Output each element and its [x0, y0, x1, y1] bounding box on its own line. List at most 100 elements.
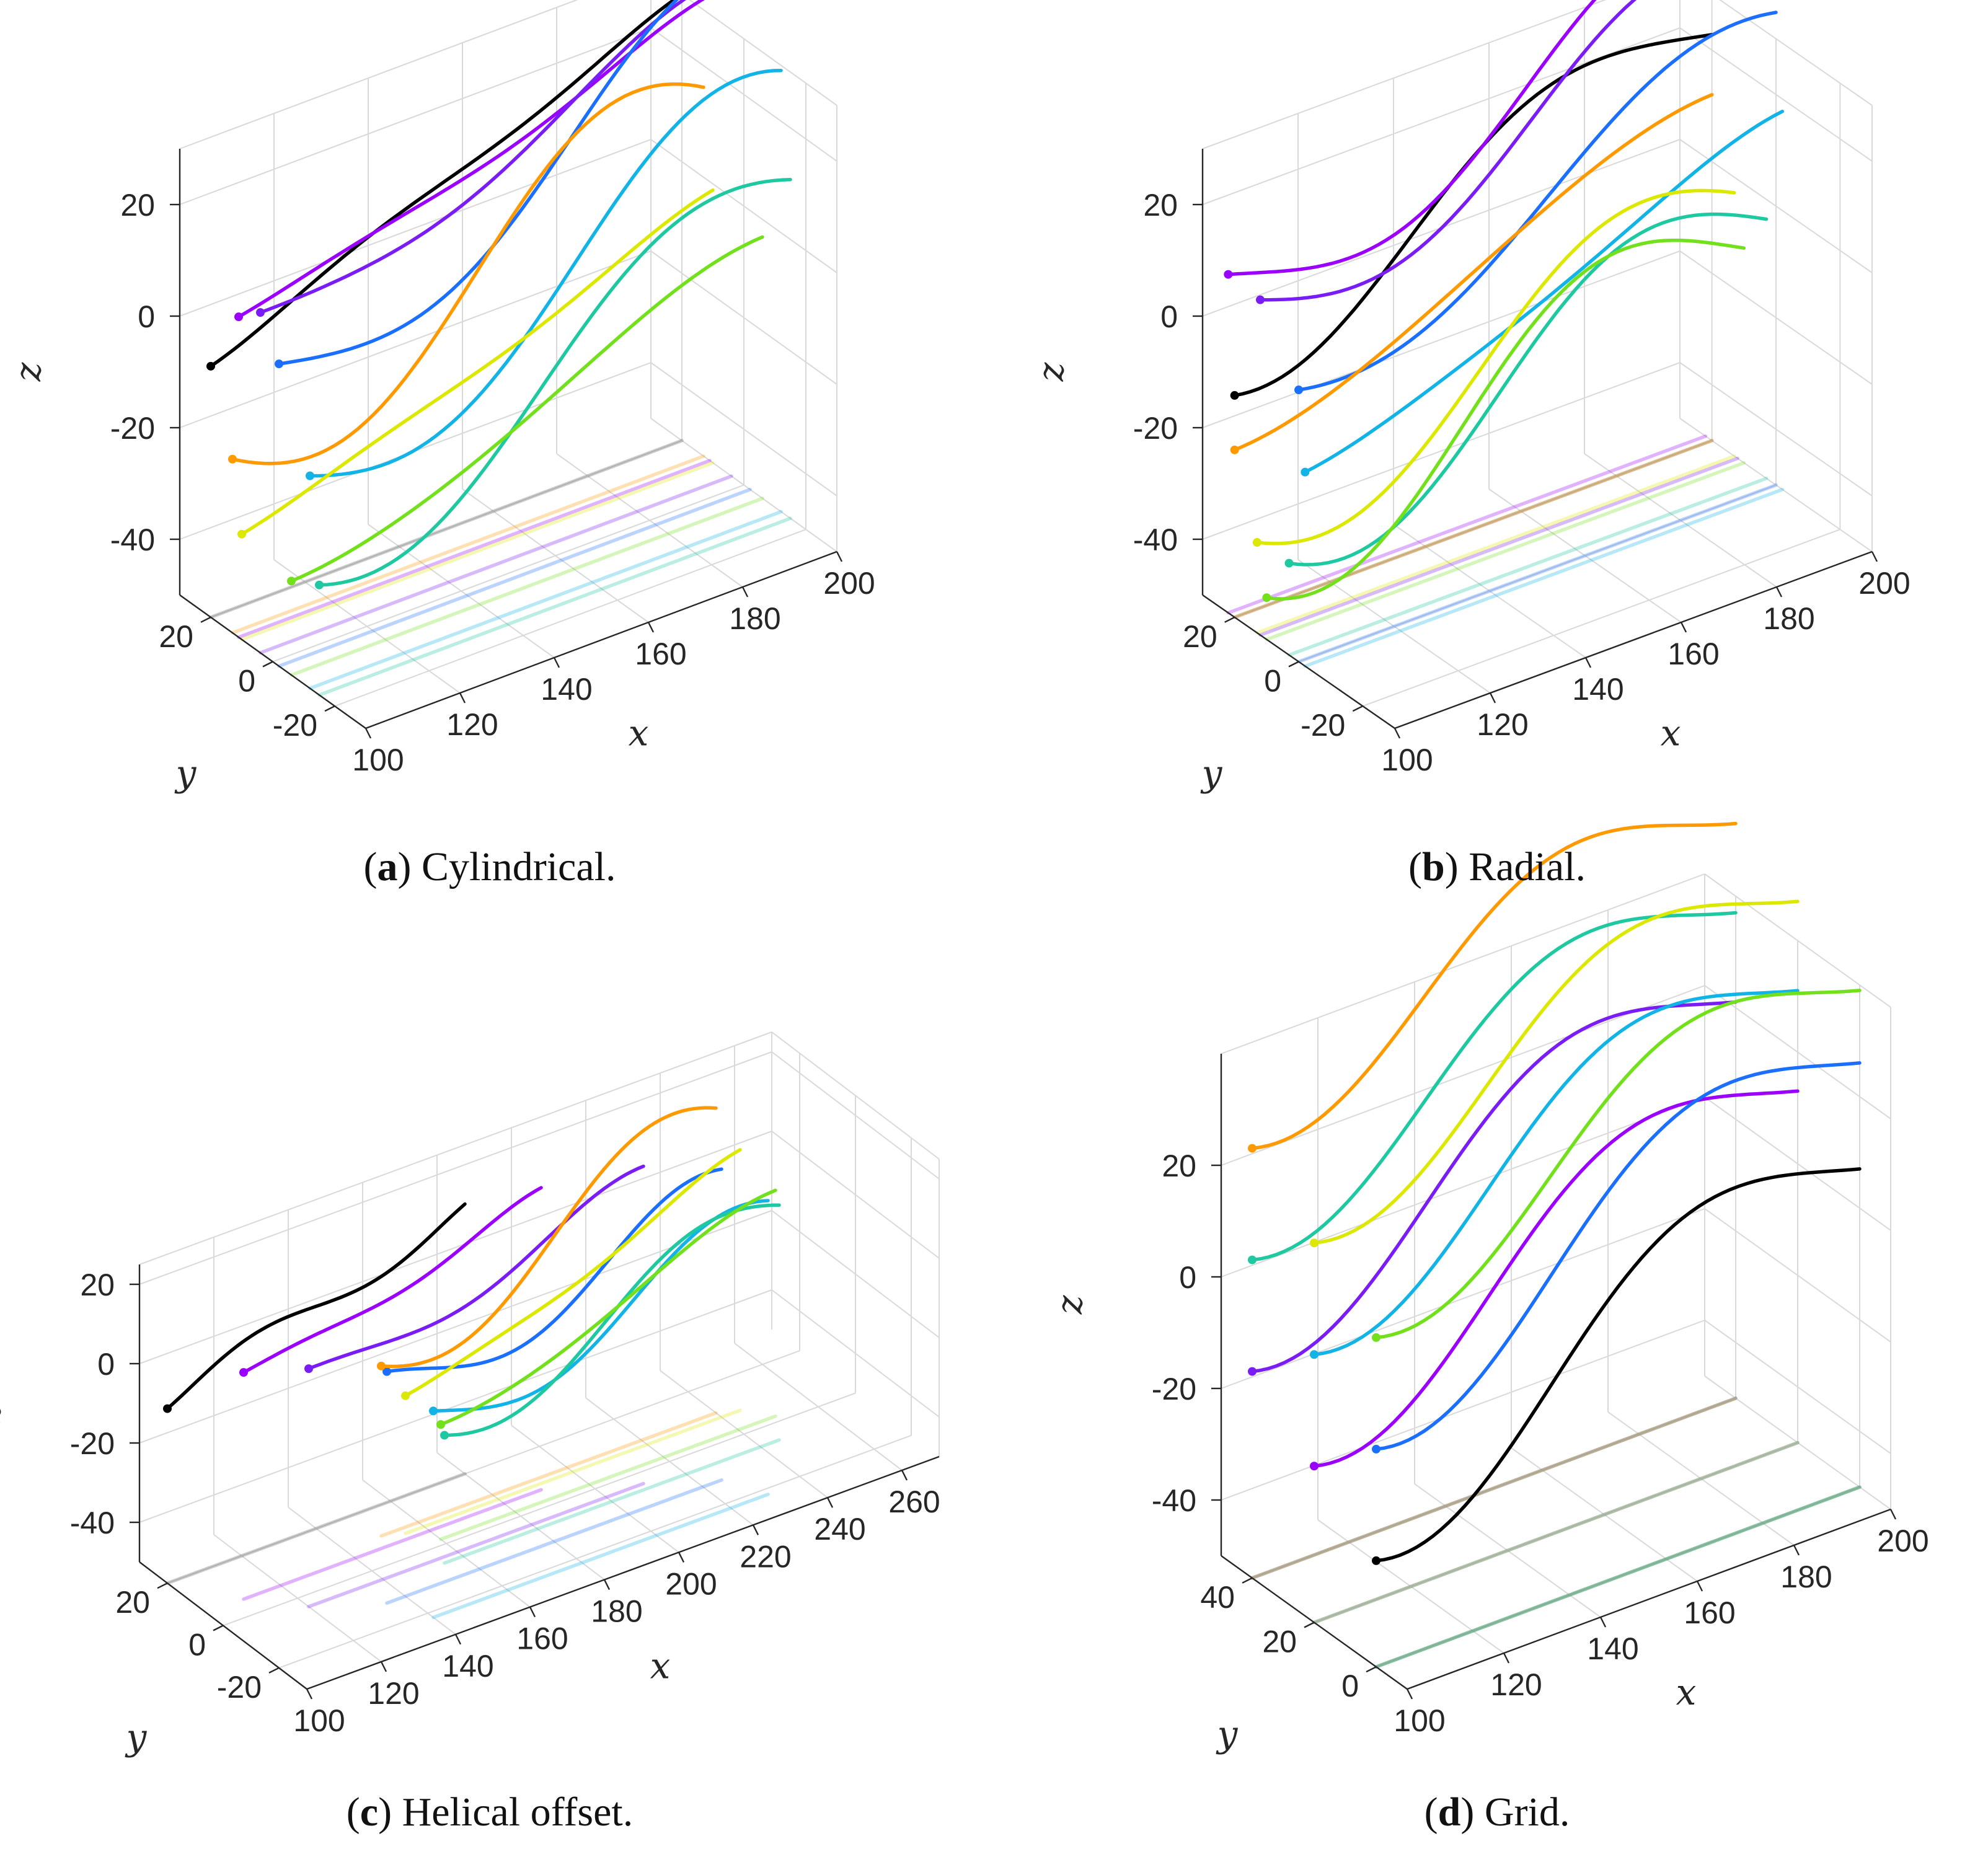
panel-c-x-tick-label: 220 — [740, 1539, 791, 1574]
panel-c-x-tick-label: 100 — [293, 1703, 345, 1738]
panel-b-x-tick-mark — [1584, 657, 1592, 668]
panel-b-x-tick-label: 120 — [1477, 707, 1528, 742]
panel-d-shadow-c2 — [1250, 1396, 1738, 1580]
panel-a-x-tick-label: 180 — [729, 601, 780, 636]
panel-b-y-tick-label: 20 — [1183, 619, 1217, 654]
panel-a-series-start-c4 — [228, 454, 237, 464]
panel-a-grid-floor-y — [334, 529, 806, 707]
panel-c-grid-back-z — [139, 1131, 772, 1364]
panel-c-shadow-c5 — [431, 1493, 770, 1620]
panel-b-series-c7 — [1287, 212, 1769, 567]
panel-d-x-tick-mark — [1696, 1581, 1703, 1592]
panel-c-grid-floor-y — [278, 1434, 912, 1669]
panel-c-x-tick-label: 240 — [814, 1512, 865, 1547]
panel-b-series-c3 — [1297, 11, 1778, 392]
panel-a-z-tick-label: 0 — [138, 299, 155, 334]
panel-d-series-start-c1 — [1310, 1462, 1319, 1471]
panel-c-x-tick-label: 180 — [591, 1594, 642, 1629]
panel-a-grid-floor-y — [272, 484, 744, 663]
panel-d-x-tick-mark — [1599, 1617, 1607, 1628]
panel-a-series-c7 — [317, 177, 792, 587]
panel-d-letter: d — [1438, 1789, 1461, 1835]
panel-d-series-start-c3 — [1372, 1444, 1381, 1454]
panel-b-x-axis — [1394, 550, 1873, 730]
panel-a-grid-side-z — [650, 139, 837, 273]
panel-b-title: Radial. — [1469, 844, 1586, 889]
panel-c-series-reference — [166, 1202, 467, 1411]
panel-a-grid-side-z — [650, 362, 837, 496]
panel-a-series-start-c5 — [306, 471, 314, 480]
panel-b-y-tick-mark — [1352, 705, 1363, 712]
panel-a-series-c8 — [289, 235, 764, 583]
panel-c-series-start-c1 — [239, 1368, 248, 1377]
panel-d-y-axis-label: y — [1216, 1713, 1239, 1755]
panel-c-x-tick-mark — [529, 1607, 536, 1618]
panel-d-z-tick-label: -40 — [1152, 1483, 1196, 1518]
panel-b-series-c4 — [1232, 93, 1714, 452]
panel-c: 100 120 140 160 180 200 220 240 260 -20 0 20 -40 -20 0… — [0, 1031, 940, 1758]
panel-c-shadow-c7 — [443, 1438, 781, 1565]
panel-d-grid-back-z — [1221, 1208, 1705, 1389]
panel-b-shadow-c7 — [1287, 477, 1769, 657]
panel-b-x-tick-mark — [1775, 586, 1783, 598]
panel-c-series-c2 — [307, 1164, 645, 1370]
panel-b-shadow-c6 — [1255, 454, 1736, 635]
panel-c-x-tick-mark — [901, 1470, 908, 1481]
panel-b-grid-floor-y — [1362, 529, 1840, 707]
panel-b-x-axis-label: x — [1661, 712, 1681, 754]
panel-a-grid-back-z — [179, 250, 652, 428]
panel-c-series-start-c4 — [377, 1361, 386, 1370]
panel-c-z-axis-label: z — [0, 1403, 9, 1423]
panel-d-series-start-c7 — [1310, 1238, 1319, 1248]
panel-c-shadow-c3 — [385, 1478, 723, 1605]
panel-a-series-start-c1 — [234, 312, 243, 322]
panel-c-x-tick-label: 200 — [665, 1566, 717, 1601]
panel-b-z-tick-label: 20 — [1143, 188, 1178, 223]
panel-b-series-start-reference — [1230, 390, 1239, 400]
panel-c-letter: c — [360, 1789, 378, 1835]
panel-b-z-tick-label: -20 — [1133, 411, 1178, 446]
panel-b-grid-side-z — [1679, 139, 1873, 273]
panel-a-box-edge — [689, 0, 837, 106]
panel-b-x-tick-mark — [1680, 622, 1687, 633]
panel-c-series-c8 — [439, 1188, 777, 1426]
panel-a-z-axis-label: z — [7, 362, 49, 382]
panel-a-box-edge — [179, 0, 578, 149]
panel-a-shadow-c7 — [317, 516, 792, 697]
panel-b-series-start-c8 — [1262, 593, 1271, 602]
panel-c-series-start-reference — [163, 1404, 172, 1413]
panel-b-x-tick-label: 200 — [1858, 566, 1910, 601]
panel-c-x-tick-label: 260 — [888, 1485, 940, 1519]
panel-b-shadow-reference — [1232, 439, 1714, 619]
panel-d-x-tick-mark — [1503, 1652, 1510, 1664]
panel-d-shadow-c5 — [1250, 1396, 1738, 1580]
panel-d-z-axis-label: z — [1048, 1295, 1090, 1315]
panel-d-series-c6 — [1374, 989, 1862, 1339]
panel-c-title: Helical offset. — [402, 1789, 634, 1835]
panel-d-series-c1 — [1312, 1089, 1800, 1468]
panel-b-z-tick-label: -40 — [1133, 523, 1178, 557]
panel-d-x-tick-label: 180 — [1780, 1560, 1832, 1594]
panel-d-box-edge — [1221, 873, 1705, 1054]
panel-a-grid-back-z — [179, 27, 652, 205]
panel-a-x-tick-label: 120 — [446, 707, 498, 742]
panel-c-shadow-c2 — [307, 1481, 645, 1608]
panel-b-shadow-c8 — [1265, 461, 1746, 642]
panel-c-y-tick-mark — [268, 1667, 280, 1674]
panel-d-series-c4 — [1312, 989, 1800, 1357]
panel-b-box-edge — [1202, 0, 1607, 149]
panel-c-y-tick-label: 0 — [188, 1628, 206, 1662]
panel-c-x-tick-mark — [752, 1524, 759, 1535]
panel-c-grid-back-z — [139, 1210, 772, 1444]
panel-c-series-start-c5 — [429, 1406, 438, 1416]
panel-a-grid-back-z — [179, 139, 652, 317]
panel-d-y-tick-label: 40 — [1200, 1580, 1235, 1615]
panel-d-grid-side-z — [1704, 1320, 1891, 1454]
panel-d-series-c8 — [1250, 821, 1738, 1150]
panel-c-box-edge — [771, 1031, 940, 1160]
panel-a-x-tick-label: 100 — [352, 743, 404, 777]
panel-b-series-c8 — [1265, 238, 1746, 601]
panel-c-y-tick-mark — [157, 1582, 168, 1589]
panel-d-grid-side-z — [1704, 1096, 1891, 1231]
panel-d-series-c3 — [1374, 1061, 1862, 1451]
